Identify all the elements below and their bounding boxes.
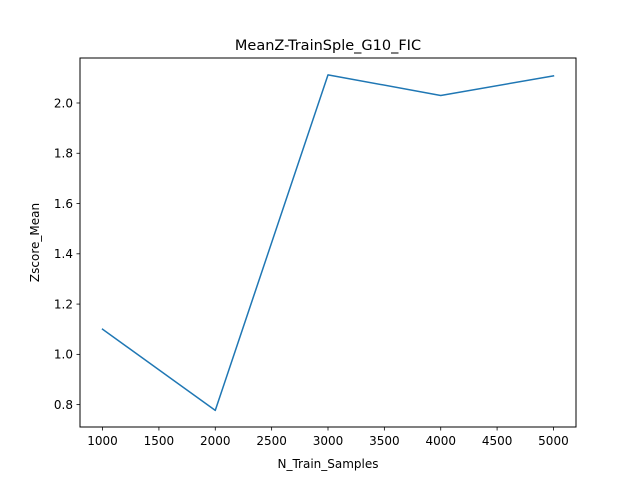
plot-area — [101, 74, 555, 412]
x-tick-label: 4000 — [425, 434, 456, 448]
x-axis-label: N_Train_Samples — [277, 457, 378, 471]
x-tick-label: 3500 — [369, 434, 400, 448]
x-tick-label: 3000 — [313, 434, 344, 448]
x-tick-label: 2000 — [200, 434, 231, 448]
y-tick-label: 1.4 — [54, 247, 73, 261]
series-line — [101, 74, 555, 412]
y-tick-label: 1.8 — [54, 147, 73, 161]
y-tick-label: 1.0 — [54, 348, 73, 362]
y-tick-label: 2.0 — [54, 96, 73, 110]
x-tick-label: 4500 — [482, 434, 513, 448]
x-tick-label: 5000 — [538, 434, 569, 448]
y-axis-label: Zscore_Mean — [28, 203, 42, 282]
y-tick-label: 0.8 — [54, 398, 73, 412]
chart-title: MeanZ-TrainSple_G10_FIC — [235, 38, 421, 54]
x-tick-label: 1000 — [87, 434, 118, 448]
axis-ticks: 1000 1500 2000 2500 3000 3500 4000 4500 5000 0.8 1… — [54, 96, 569, 448]
y-tick-label: 1.6 — [54, 197, 73, 211]
plot-frame — [79, 57, 577, 428]
y-tick-label: 1.2 — [54, 297, 73, 311]
x-tick-label: 2500 — [256, 434, 287, 448]
x-tick-label: 1500 — [144, 434, 175, 448]
